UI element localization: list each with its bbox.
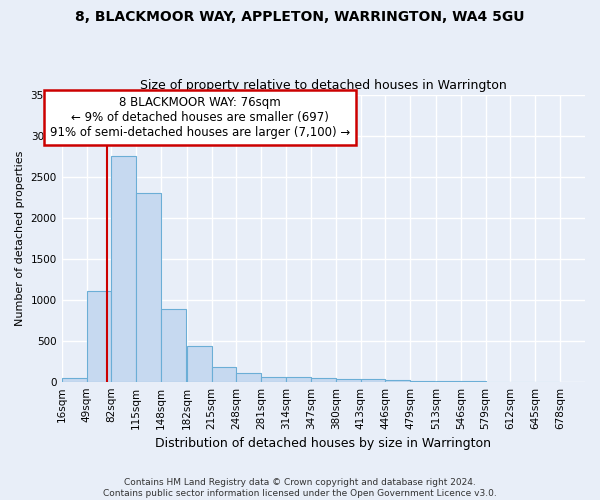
Bar xyxy=(361,379,385,382)
Text: Contains HM Land Registry data © Crown copyright and database right 2024.
Contai: Contains HM Land Registry data © Crown c… xyxy=(103,478,497,498)
Bar xyxy=(161,310,186,382)
Y-axis label: Number of detached properties: Number of detached properties xyxy=(15,150,25,326)
Bar xyxy=(212,368,236,382)
Bar xyxy=(336,379,361,382)
Bar xyxy=(261,377,286,382)
Bar xyxy=(236,374,261,382)
Bar xyxy=(311,378,336,382)
Text: 8, BLACKMOOR WAY, APPLETON, WARRINGTON, WA4 5GU: 8, BLACKMOOR WAY, APPLETON, WARRINGTON, … xyxy=(75,10,525,24)
Bar xyxy=(136,193,161,382)
Bar xyxy=(86,292,112,382)
Bar xyxy=(112,156,136,382)
Title: Size of property relative to detached houses in Warrington: Size of property relative to detached ho… xyxy=(140,79,507,92)
Bar xyxy=(187,346,212,382)
Bar xyxy=(286,377,311,382)
X-axis label: Distribution of detached houses by size in Warrington: Distribution of detached houses by size … xyxy=(155,437,491,450)
Text: 8 BLACKMOOR WAY: 76sqm
← 9% of detached houses are smaller (697)
91% of semi-det: 8 BLACKMOOR WAY: 76sqm ← 9% of detached … xyxy=(50,96,350,139)
Bar xyxy=(62,378,86,382)
Bar xyxy=(385,380,410,382)
